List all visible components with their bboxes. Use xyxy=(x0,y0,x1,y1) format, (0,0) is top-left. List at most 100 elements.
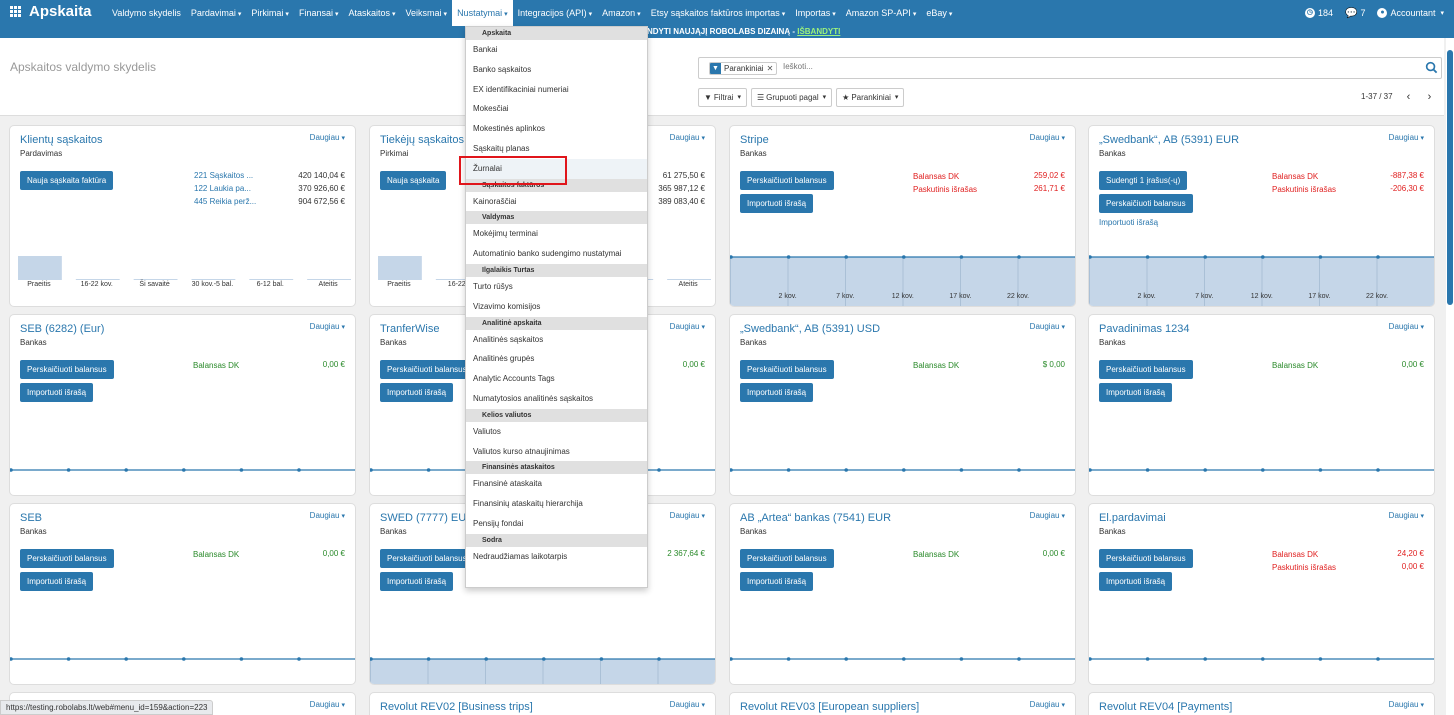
card-title[interactable]: Stripe xyxy=(740,134,769,146)
more-dropdown[interactable]: Daugiau ▾ xyxy=(1030,511,1065,520)
card-action-button[interactable]: Perskaičiuoti balansus xyxy=(740,549,834,568)
messages-badge[interactable]: 💬 7 xyxy=(1344,7,1366,19)
invoice-count-link[interactable]: 122 Laukia pa... xyxy=(194,184,251,193)
dropdown-item[interactable]: Kainoraščiai xyxy=(473,196,517,206)
nav-item-4[interactable]: Ataskaitos ▾ xyxy=(348,8,396,18)
invoice-count-link[interactable]: 445 Reikia perž... xyxy=(194,197,257,206)
nav-item-5[interactable]: Veiksmai ▾ xyxy=(405,8,448,18)
card-action-button[interactable]: Importuoti išrašą xyxy=(380,572,454,591)
filters-button[interactable]: ▼ Filtrai ▾ xyxy=(698,88,747,107)
card-action-button[interactable]: Importuoti išrašą xyxy=(380,383,454,402)
import-statement-link[interactable]: Importuoti išrašą xyxy=(1099,218,1159,227)
more-dropdown[interactable]: Daugiau ▾ xyxy=(1030,133,1065,142)
nav-item-10[interactable]: Importas ▾ xyxy=(795,8,836,18)
app-brand[interactable]: Apskaita xyxy=(10,3,92,20)
more-dropdown[interactable]: Daugiau ▾ xyxy=(1389,133,1424,142)
more-dropdown[interactable]: Daugiau ▾ xyxy=(670,133,705,142)
card-action-button[interactable]: Nauja sąskaita faktūra xyxy=(20,171,114,190)
dropdown-item[interactable]: Nedraudžiamas laikotarpis xyxy=(473,551,568,561)
card-title[interactable]: Revolut REV04 [Payments] xyxy=(1099,701,1233,713)
card-action-button[interactable]: Perskaičiuoti balansus xyxy=(740,360,834,379)
dropdown-item[interactable]: Sąskaitų planas xyxy=(473,143,530,153)
nav-item-12[interactable]: eBay ▾ xyxy=(926,8,953,18)
pager-prev-button[interactable]: ‹ xyxy=(1400,88,1417,107)
dropdown-item[interactable]: Vizavimo komisijos xyxy=(473,301,541,311)
card-title[interactable]: Klientų sąskaitos xyxy=(20,134,103,146)
card-action-button[interactable]: Perskaičiuoti balansus xyxy=(1099,194,1193,213)
scrollbar-track[interactable] xyxy=(1446,38,1454,715)
card-action-button[interactable]: Importuoti išrašą xyxy=(1099,383,1173,402)
card-action-button[interactable]: Nauja sąskaita xyxy=(380,171,447,190)
card-title[interactable]: SWED (7777) EUR xyxy=(380,512,475,524)
nav-item-7[interactable]: Integracijos (API) ▾ xyxy=(517,8,593,18)
more-dropdown[interactable]: Daugiau ▾ xyxy=(1389,700,1424,709)
dropdown-item[interactable]: Analitinės sąskaitos xyxy=(473,334,544,344)
card-action-button[interactable]: Perskaičiuoti balansus xyxy=(1099,549,1193,568)
card-title[interactable]: Pavadinimas 1234 xyxy=(1099,323,1190,335)
search-input[interactable] xyxy=(783,62,1383,71)
invoice-count-link[interactable]: 221 Sąskaitos ... xyxy=(194,171,254,180)
groupby-button[interactable]: ☰ Grupuoti pagal ▾ xyxy=(751,88,833,107)
nav-item-8[interactable]: Amazon ▾ xyxy=(602,8,641,18)
card-action-button[interactable]: Importuoti išrašą xyxy=(1099,572,1173,591)
more-dropdown[interactable]: Daugiau ▾ xyxy=(1030,322,1065,331)
card-title[interactable]: TranferWise xyxy=(380,323,440,335)
more-dropdown[interactable]: Daugiau ▾ xyxy=(1389,511,1424,520)
dropdown-item[interactable]: Mokesčiai xyxy=(473,104,509,114)
card-action-button[interactable]: Sudengti 1 įrašus(-ų) xyxy=(1099,171,1188,190)
more-dropdown[interactable]: Daugiau ▾ xyxy=(310,511,345,520)
card-action-button[interactable]: Perskaičiuoti balansus xyxy=(380,549,474,568)
dropdown-item[interactable]: Finansinė ataskaita xyxy=(473,479,542,489)
try-new-design-link[interactable]: IŠBANDYTI xyxy=(797,27,841,36)
dropdown-item[interactable]: Banko sąskaitos xyxy=(473,64,532,74)
card-title[interactable]: Revolut REV03 [European suppliers] xyxy=(740,701,920,713)
dropdown-item[interactable]: Valiutos xyxy=(473,426,501,436)
scrollbar-thumb[interactable] xyxy=(1447,50,1453,305)
nav-item-0[interactable]: Valdymo skydelis xyxy=(112,8,181,18)
search-icon[interactable] xyxy=(1425,61,1438,74)
more-dropdown[interactable]: Daugiau ▾ xyxy=(670,700,705,709)
dropdown-item[interactable]: Mokėjimų terminai xyxy=(473,229,538,239)
card-action-button[interactable]: Importuoti išrašą xyxy=(740,383,814,402)
dropdown-item[interactable]: Bankai xyxy=(473,45,498,54)
nav-item-6[interactable]: Nustatymai ▾ xyxy=(452,0,513,26)
dropdown-item[interactable]: Analytic Accounts Tags xyxy=(473,374,555,384)
dropdown-item[interactable]: Automatinio banko sudengimo nustatymai xyxy=(473,249,622,259)
more-dropdown[interactable]: Daugiau ▾ xyxy=(670,511,705,520)
more-dropdown[interactable]: Daugiau ▾ xyxy=(310,322,345,331)
dropdown-item[interactable]: Turto rūšys xyxy=(473,281,513,291)
more-dropdown[interactable]: Daugiau ▾ xyxy=(1030,700,1065,709)
apps-grid-icon[interactable] xyxy=(10,6,21,17)
dropdown-item[interactable]: Žurnalai xyxy=(466,158,647,179)
search-facet[interactable]: ▼ Parankiniai ✕ xyxy=(709,62,778,75)
more-dropdown[interactable]: Daugiau ▾ xyxy=(310,133,345,142)
dropdown-item[interactable]: Analitinės grupės xyxy=(473,354,535,364)
activity-badge[interactable]: ◷ 184 xyxy=(1304,8,1333,18)
search-box[interactable]: ▼ Parankiniai ✕ xyxy=(698,57,1442,79)
card-action-button[interactable]: Importuoti išrašą xyxy=(20,572,94,591)
nav-item-1[interactable]: Pardavimai ▾ xyxy=(190,8,242,18)
more-dropdown[interactable]: Daugiau ▾ xyxy=(670,322,705,331)
card-title[interactable]: AB „Artea“ bankas (7541) EUR xyxy=(740,512,892,524)
user-menu[interactable]: ● Accountant ▾ xyxy=(1377,8,1444,18)
card-action-button[interactable]: Perskaičiuoti balansus xyxy=(1099,360,1193,379)
card-title[interactable]: Revolut REV02 [Business trips] xyxy=(380,701,533,713)
card-action-button[interactable]: Perskaičiuoti balansus xyxy=(20,360,114,379)
more-dropdown[interactable]: Daugiau ▾ xyxy=(1389,322,1424,331)
card-title[interactable]: SEB (6282) (Eur) xyxy=(20,323,105,335)
card-action-button[interactable]: Importuoti išrašą xyxy=(740,194,814,213)
card-action-button[interactable]: Importuoti išrašą xyxy=(20,383,94,402)
dropdown-item[interactable]: Numatytosios analitinės sąskaitos xyxy=(473,393,594,403)
card-title[interactable]: SEB xyxy=(20,512,43,524)
dropdown-item[interactable]: Mokestinės aplinkos xyxy=(473,124,546,134)
dropdown-item[interactable]: Pensijų fondai xyxy=(473,518,524,528)
card-action-button[interactable]: Perskaičiuoti balansus xyxy=(380,360,474,379)
card-title[interactable]: Tiekėjų sąskaitos xyxy=(380,134,464,146)
card-action-button[interactable]: Perskaičiuoti balansus xyxy=(740,171,834,190)
more-dropdown[interactable]: Daugiau ▾ xyxy=(310,700,345,709)
card-title[interactable]: „Swedbank“, AB (5391) EUR xyxy=(1099,134,1240,146)
dropdown-item[interactable]: EX identifikaciniai numeriai xyxy=(473,84,569,94)
favorites-button[interactable]: ★ Parankiniai ▾ xyxy=(836,88,905,107)
card-title[interactable]: „Swedbank“, AB (5391) USD xyxy=(740,323,881,335)
dropdown-item[interactable]: Valiutos kurso atnaujinimas xyxy=(473,446,570,456)
